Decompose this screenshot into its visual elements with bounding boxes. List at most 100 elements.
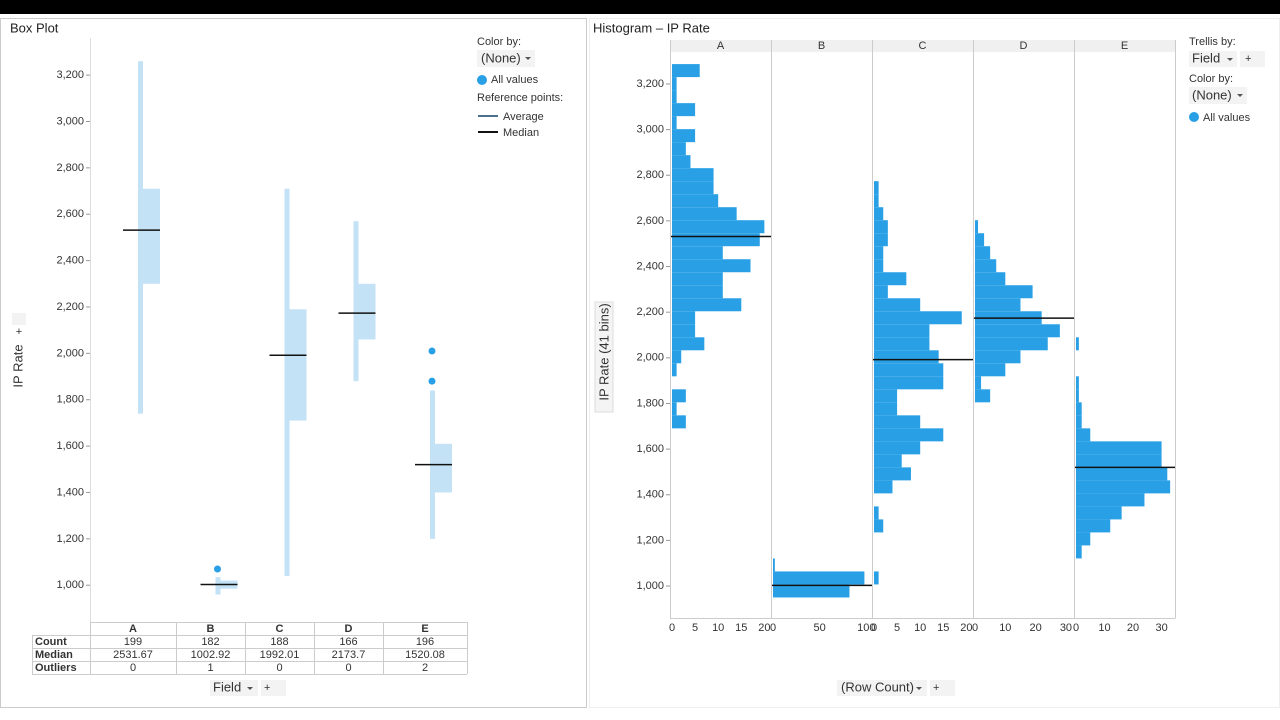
table-cell: 0 [130, 662, 136, 674]
hist-bar [672, 116, 677, 130]
hist-bar [1076, 402, 1082, 416]
hist-bar [773, 584, 850, 598]
dropdown-arrow [525, 57, 531, 60]
table-header: A [129, 623, 137, 635]
hist-bar [672, 259, 751, 273]
x-tick-label: 20 [1127, 622, 1139, 634]
trellis-add[interactable] [1240, 51, 1265, 67]
color-by-label: Color by: [1189, 73, 1233, 85]
hist-bar [874, 350, 939, 364]
y-tick-label: 2,200 [56, 301, 84, 313]
y-tick-label: 3,000 [636, 124, 664, 136]
hist-bar [874, 454, 902, 468]
x-tick-label: 20 [758, 622, 770, 634]
hist-bar [773, 571, 865, 585]
color-by-value[interactable]: (None) [481, 50, 521, 65]
table-header: B [207, 623, 215, 635]
hist-bar [672, 415, 686, 429]
hist-bar [672, 168, 714, 182]
y-tick-label: 2,400 [636, 260, 664, 272]
trellis-label: Trellis by: [1189, 36, 1236, 48]
box-x-label[interactable]: Field [213, 679, 241, 694]
dropdown-arrow [1227, 58, 1233, 61]
legend-swatch [1189, 112, 1199, 122]
hist-bar [874, 220, 888, 234]
hist-bar [874, 285, 888, 299]
hist-bar [1076, 415, 1082, 429]
reference-item: Average [503, 111, 544, 123]
outlier [428, 377, 436, 385]
y-tick-label: 2,600 [636, 215, 664, 227]
hist-bar [672, 220, 765, 234]
table-cell: 2 [422, 662, 428, 674]
y-tick-label: 1,800 [56, 394, 84, 406]
table-cell: 1992.01 [260, 649, 300, 661]
table-cell: 1002.92 [191, 649, 231, 661]
box [355, 283, 376, 340]
outlier [214, 565, 221, 573]
color-by-value[interactable]: (None) [1192, 87, 1232, 102]
hist-bar [874, 402, 898, 416]
hist-bar [874, 389, 898, 403]
hist-bar [672, 181, 714, 195]
y-tick-label: 1,400 [56, 486, 84, 498]
x-tick-label: 5 [692, 622, 698, 634]
hist-bar [1076, 545, 1082, 559]
hist-bar [975, 272, 1006, 286]
y-tick-label: 2,200 [636, 306, 664, 318]
y-tick-label: 2,000 [56, 347, 84, 359]
legend-item: All values [1203, 112, 1251, 124]
table-cell: 0 [276, 662, 282, 674]
x-add[interactable] [261, 680, 286, 696]
hist-bar [874, 441, 921, 455]
x-add[interactable] [930, 680, 955, 696]
x-tick-label: 10 [999, 622, 1011, 634]
x-tick-label: 30 [1060, 622, 1072, 634]
trellis-plus[interactable]: + [1245, 53, 1251, 65]
hist-bar [874, 506, 879, 520]
x-tick-label: 0 [1073, 622, 1079, 634]
color-by-dropdown[interactable] [477, 50, 535, 67]
trellis-dropdown[interactable] [1189, 51, 1237, 67]
hist-x-label[interactable]: (Row Count) [841, 679, 914, 694]
hist-bar [672, 363, 677, 377]
hist-y-selector[interactable] [594, 301, 614, 413]
hist-bar [672, 311, 696, 325]
hist-bar [672, 77, 677, 91]
hist-bar [874, 376, 944, 390]
box [432, 443, 452, 493]
color-by-dropdown[interactable] [1189, 87, 1247, 104]
hist-bar [672, 272, 723, 286]
trellis-header [670, 40, 1175, 52]
hist-bar [672, 350, 682, 364]
y-tick-label: 1,200 [636, 534, 664, 546]
hist-bar [1076, 428, 1091, 442]
trellis-value[interactable]: Field [1192, 50, 1220, 65]
hist-bar [1076, 532, 1091, 546]
hist-bar [975, 350, 1021, 364]
x-plus[interactable]: + [264, 682, 270, 694]
hist-bar [874, 181, 879, 195]
hist-bar [874, 207, 884, 221]
panel-header: D [1020, 40, 1028, 52]
hist-bar [874, 311, 962, 325]
axis-plus[interactable]: + [16, 326, 22, 338]
panel-header: B [818, 40, 825, 52]
axis-menu[interactable] [12, 313, 26, 325]
x-plus[interactable]: + [933, 682, 939, 694]
hist-bar [1076, 480, 1171, 494]
hist-bar [672, 389, 686, 403]
hist-bar [672, 64, 700, 78]
y-tick-label: 1,000 [56, 579, 84, 591]
x-dropdown[interactable] [210, 680, 258, 696]
x-dropdown[interactable] [837, 680, 927, 696]
hist-bar [1076, 519, 1111, 533]
y-tick-label: 2,600 [56, 208, 84, 220]
hist-bar [672, 402, 677, 416]
table-cell: 196 [416, 636, 434, 648]
x-tick-label: 0 [871, 622, 877, 634]
x-tick-label: 20 [1030, 622, 1042, 634]
box [140, 188, 160, 284]
dropdown-arrow [916, 687, 922, 690]
